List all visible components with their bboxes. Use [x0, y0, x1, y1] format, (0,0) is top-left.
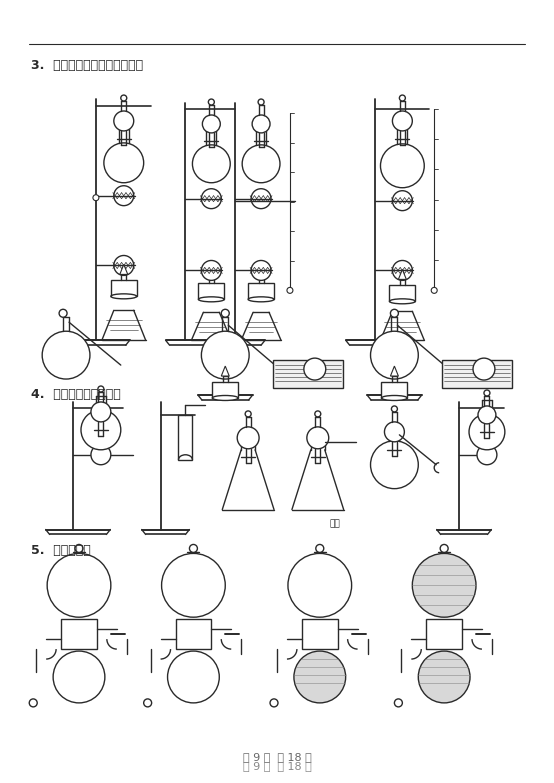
- Ellipse shape: [198, 297, 224, 301]
- Circle shape: [392, 406, 397, 412]
- Circle shape: [484, 390, 490, 396]
- Bar: [178, 415, 192, 460]
- Bar: [212, 382, 238, 398]
- Circle shape: [59, 309, 67, 317]
- Circle shape: [288, 554, 352, 617]
- Circle shape: [258, 99, 264, 105]
- Circle shape: [91, 402, 111, 422]
- Circle shape: [47, 554, 111, 617]
- Circle shape: [252, 115, 270, 133]
- Polygon shape: [398, 269, 406, 280]
- Ellipse shape: [248, 297, 274, 301]
- Circle shape: [162, 554, 225, 617]
- Circle shape: [469, 414, 505, 449]
- Bar: [442, 360, 512, 388]
- Circle shape: [189, 544, 197, 553]
- Circle shape: [202, 189, 221, 208]
- Circle shape: [29, 699, 37, 707]
- Circle shape: [251, 189, 271, 208]
- Circle shape: [202, 115, 220, 133]
- Circle shape: [478, 406, 496, 424]
- Circle shape: [316, 544, 324, 553]
- Circle shape: [418, 651, 470, 703]
- Circle shape: [391, 309, 398, 317]
- Bar: [426, 619, 462, 649]
- Circle shape: [93, 195, 99, 200]
- Bar: [111, 280, 137, 296]
- Circle shape: [104, 143, 143, 182]
- Circle shape: [91, 445, 111, 465]
- Text: 3.  固～液、液～液加热，制气: 3. 固～液、液～液加热，制气: [31, 60, 143, 72]
- Circle shape: [394, 699, 402, 707]
- Circle shape: [371, 331, 418, 379]
- Text: 5.  启普发生器: 5. 启普发生器: [31, 544, 91, 557]
- Circle shape: [381, 144, 424, 188]
- Circle shape: [371, 441, 418, 489]
- Circle shape: [412, 554, 476, 617]
- Bar: [176, 619, 211, 649]
- Circle shape: [315, 411, 321, 417]
- Polygon shape: [120, 265, 128, 274]
- Circle shape: [384, 422, 404, 442]
- Circle shape: [294, 651, 346, 703]
- Circle shape: [392, 111, 412, 131]
- Circle shape: [167, 651, 219, 703]
- Bar: [382, 382, 407, 398]
- Polygon shape: [221, 366, 229, 376]
- Circle shape: [114, 186, 134, 206]
- Circle shape: [431, 287, 437, 294]
- Circle shape: [75, 544, 83, 553]
- Circle shape: [192, 145, 230, 182]
- Bar: [302, 619, 338, 649]
- Circle shape: [114, 255, 134, 276]
- Bar: [389, 285, 416, 301]
- Circle shape: [202, 261, 221, 280]
- Polygon shape: [207, 268, 216, 277]
- Polygon shape: [391, 366, 398, 376]
- Circle shape: [251, 261, 271, 280]
- Text: 4.  固～液不加热，制气: 4. 固～液不加热，制气: [31, 388, 121, 401]
- Bar: [273, 360, 343, 388]
- Ellipse shape: [382, 395, 407, 400]
- Circle shape: [202, 331, 249, 379]
- Text: 第 9 页  共 18 页: 第 9 页 共 18 页: [243, 761, 311, 770]
- Text: 第 9 页  共 18 页: 第 9 页 共 18 页: [243, 752, 311, 762]
- Circle shape: [81, 410, 121, 449]
- Circle shape: [42, 331, 90, 379]
- Circle shape: [121, 95, 127, 101]
- Circle shape: [287, 287, 293, 294]
- Circle shape: [221, 309, 229, 317]
- Ellipse shape: [389, 299, 416, 304]
- Bar: [61, 619, 97, 649]
- Circle shape: [143, 699, 152, 707]
- Circle shape: [477, 445, 497, 465]
- Ellipse shape: [111, 294, 137, 299]
- Bar: [198, 283, 224, 299]
- Circle shape: [392, 191, 412, 211]
- Bar: [248, 283, 274, 299]
- Circle shape: [440, 544, 448, 553]
- Circle shape: [114, 111, 134, 131]
- Circle shape: [53, 651, 105, 703]
- Ellipse shape: [212, 395, 238, 400]
- Circle shape: [307, 427, 329, 449]
- Text: 铁粉: 铁粉: [330, 520, 341, 529]
- Polygon shape: [257, 268, 265, 277]
- Circle shape: [473, 358, 495, 380]
- Circle shape: [304, 358, 326, 380]
- Circle shape: [245, 411, 251, 417]
- Circle shape: [242, 145, 280, 182]
- Circle shape: [237, 427, 259, 449]
- Circle shape: [270, 699, 278, 707]
- Circle shape: [98, 386, 104, 392]
- Circle shape: [392, 261, 412, 280]
- Circle shape: [208, 99, 214, 105]
- Circle shape: [399, 95, 406, 101]
